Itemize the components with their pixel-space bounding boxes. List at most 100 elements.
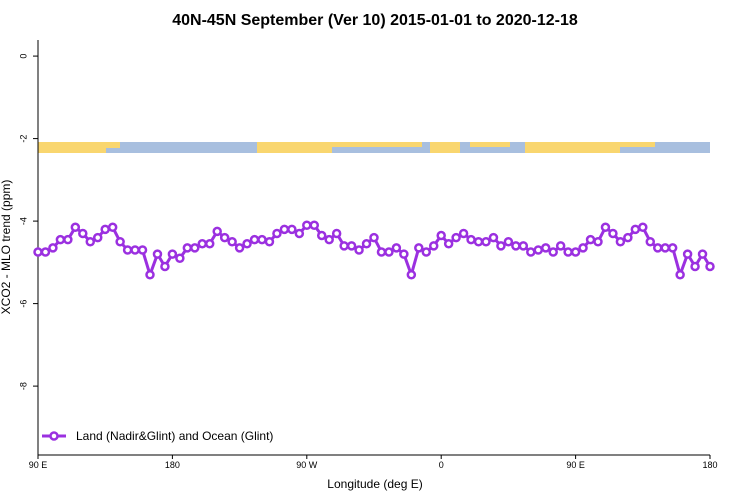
point: [570, 247, 581, 257]
point: [100, 224, 110, 235]
point: [279, 224, 290, 235]
point: [33, 247, 43, 257]
point: [705, 261, 715, 272]
point: [190, 243, 200, 253]
point: [690, 261, 700, 272]
point: [428, 241, 439, 251]
point: [436, 230, 446, 241]
land-ocean-strip: [38, 142, 710, 153]
y-tick-label: -2: [18, 135, 28, 143]
point: [219, 232, 230, 243]
point: [518, 241, 529, 251]
point: [264, 236, 275, 247]
point: [272, 228, 282, 239]
chart-title: 40N-45N September (Ver 10) 2015-01-01 to…: [172, 12, 578, 29]
point: [331, 228, 342, 239]
point: [369, 232, 379, 243]
point: [608, 228, 618, 239]
point: [145, 269, 155, 280]
point: [249, 234, 260, 245]
legend-marker: [49, 431, 59, 441]
point: [488, 232, 499, 243]
point: [399, 249, 409, 259]
point: [540, 243, 551, 253]
point: [70, 222, 81, 233]
point: [115, 236, 125, 247]
x-tick-label: 0: [439, 460, 444, 470]
point: [682, 249, 693, 259]
point: [197, 239, 208, 249]
point: [376, 247, 387, 257]
point: [63, 234, 73, 245]
x-tick-label: 180: [165, 460, 180, 470]
point: [137, 245, 148, 255]
y-tick-label: 0: [18, 54, 28, 59]
point: [167, 249, 178, 259]
point: [526, 247, 536, 257]
point: [563, 247, 573, 257]
point: [660, 243, 670, 253]
point: [503, 236, 514, 247]
point: [593, 236, 603, 247]
point: [234, 243, 245, 253]
point: [600, 222, 611, 233]
point: [458, 228, 469, 239]
point: [354, 245, 364, 255]
point: [481, 236, 491, 247]
point: [242, 239, 252, 249]
point: [160, 261, 170, 272]
x-tick-label: 90 E: [29, 460, 48, 470]
x-axis-label: Longitude (deg E): [327, 477, 422, 491]
y-tick-label: -6: [18, 300, 28, 308]
point: [212, 226, 222, 237]
point: [309, 220, 320, 230]
point: [623, 232, 633, 243]
point: [496, 241, 506, 251]
y-tick-label: -4: [18, 217, 28, 225]
point: [384, 247, 394, 257]
point: [615, 236, 626, 247]
point: [294, 228, 305, 239]
point: [152, 249, 163, 259]
point: [675, 269, 685, 280]
point: [346, 241, 357, 251]
point: [324, 234, 334, 245]
point: [78, 228, 88, 239]
point: [473, 236, 484, 247]
y-tick-label: -8: [18, 382, 28, 390]
point: [511, 241, 521, 251]
point: [533, 245, 544, 255]
x-tick-label: 90 E: [566, 460, 585, 470]
legend-label: Land (Nadir&Glint) and Ocean (Glint): [76, 429, 273, 443]
point: [697, 249, 708, 259]
point: [638, 222, 648, 233]
point: [40, 247, 51, 257]
point: [122, 245, 133, 255]
point: [316, 230, 327, 241]
point: [257, 234, 267, 245]
point: [585, 234, 596, 245]
point: [578, 243, 588, 253]
point: [466, 234, 476, 245]
y-axis-label: XCO2 - MLO trend (ppm): [0, 180, 13, 315]
point: [645, 236, 656, 247]
point: [361, 239, 372, 249]
point: [175, 253, 185, 263]
point: [85, 236, 96, 247]
point: [130, 245, 140, 255]
point: [302, 220, 312, 230]
point: [406, 269, 417, 280]
point: [227, 236, 237, 247]
point: [107, 222, 118, 233]
point: [182, 243, 193, 253]
point: [555, 241, 566, 251]
point: [443, 239, 454, 249]
point: [204, 239, 215, 249]
point: [391, 243, 402, 253]
point: [287, 224, 297, 235]
point: [548, 247, 558, 257]
x-tick-label: 90 W: [296, 460, 318, 470]
point: [48, 243, 58, 253]
point: [421, 247, 432, 257]
